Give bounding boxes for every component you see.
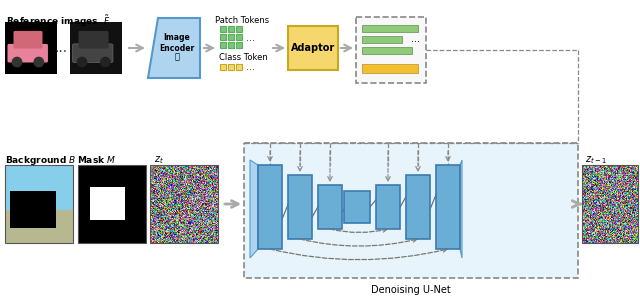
Bar: [258, 165, 282, 249]
Bar: [288, 26, 338, 70]
Bar: [376, 185, 400, 229]
Circle shape: [34, 57, 44, 67]
Text: Adaptor: Adaptor: [291, 43, 335, 53]
Bar: [236, 26, 242, 32]
Bar: [244, 143, 578, 278]
Bar: [70, 22, 122, 74]
Bar: [236, 42, 242, 48]
Bar: [10, 191, 56, 228]
Text: Background $B$: Background $B$: [5, 154, 76, 167]
Bar: [90, 187, 125, 220]
Circle shape: [100, 57, 110, 67]
Text: 🔒: 🔒: [175, 52, 179, 61]
Bar: [362, 47, 412, 54]
Bar: [236, 34, 242, 40]
Bar: [228, 26, 234, 32]
Polygon shape: [460, 160, 462, 258]
Text: Denoising U-Net: Denoising U-Net: [371, 285, 451, 295]
Bar: [288, 175, 312, 239]
Bar: [406, 175, 430, 239]
Bar: [5, 165, 73, 243]
Polygon shape: [148, 18, 200, 78]
Text: Class Token: Class Token: [219, 53, 268, 62]
Bar: [5, 22, 57, 74]
Bar: [344, 191, 370, 223]
Bar: [356, 17, 426, 83]
FancyBboxPatch shape: [72, 44, 113, 63]
Text: ...: ...: [54, 41, 68, 55]
FancyBboxPatch shape: [79, 31, 109, 48]
FancyBboxPatch shape: [13, 31, 42, 48]
Bar: [236, 64, 242, 70]
Circle shape: [77, 57, 86, 67]
Bar: [228, 64, 234, 70]
Text: Image
Encoder: Image Encoder: [159, 33, 195, 53]
Bar: [228, 42, 234, 48]
Bar: [362, 25, 418, 32]
Bar: [362, 36, 402, 43]
Text: Reference images  $\tilde{F}$: Reference images $\tilde{F}$: [6, 13, 111, 29]
Bar: [582, 165, 638, 243]
Bar: [78, 165, 146, 243]
Text: ...: ...: [412, 34, 420, 44]
Polygon shape: [250, 160, 258, 258]
Circle shape: [12, 57, 22, 67]
Bar: [220, 42, 226, 48]
Bar: [5, 165, 73, 243]
Bar: [220, 26, 226, 32]
Bar: [228, 34, 234, 40]
Bar: [150, 165, 218, 243]
Bar: [318, 185, 342, 229]
Text: $z_{t-1}$: $z_{t-1}$: [585, 154, 607, 166]
Text: ...: ...: [246, 62, 255, 72]
Text: $z_t$: $z_t$: [154, 154, 164, 166]
Text: Mask $M$: Mask $M$: [77, 154, 116, 165]
FancyBboxPatch shape: [8, 44, 48, 63]
Bar: [220, 34, 226, 40]
Bar: [362, 64, 418, 73]
Bar: [5, 210, 73, 243]
Text: ...: ...: [246, 33, 255, 43]
Bar: [436, 165, 460, 249]
Text: Patch Tokens: Patch Tokens: [215, 16, 269, 25]
Bar: [220, 64, 226, 70]
